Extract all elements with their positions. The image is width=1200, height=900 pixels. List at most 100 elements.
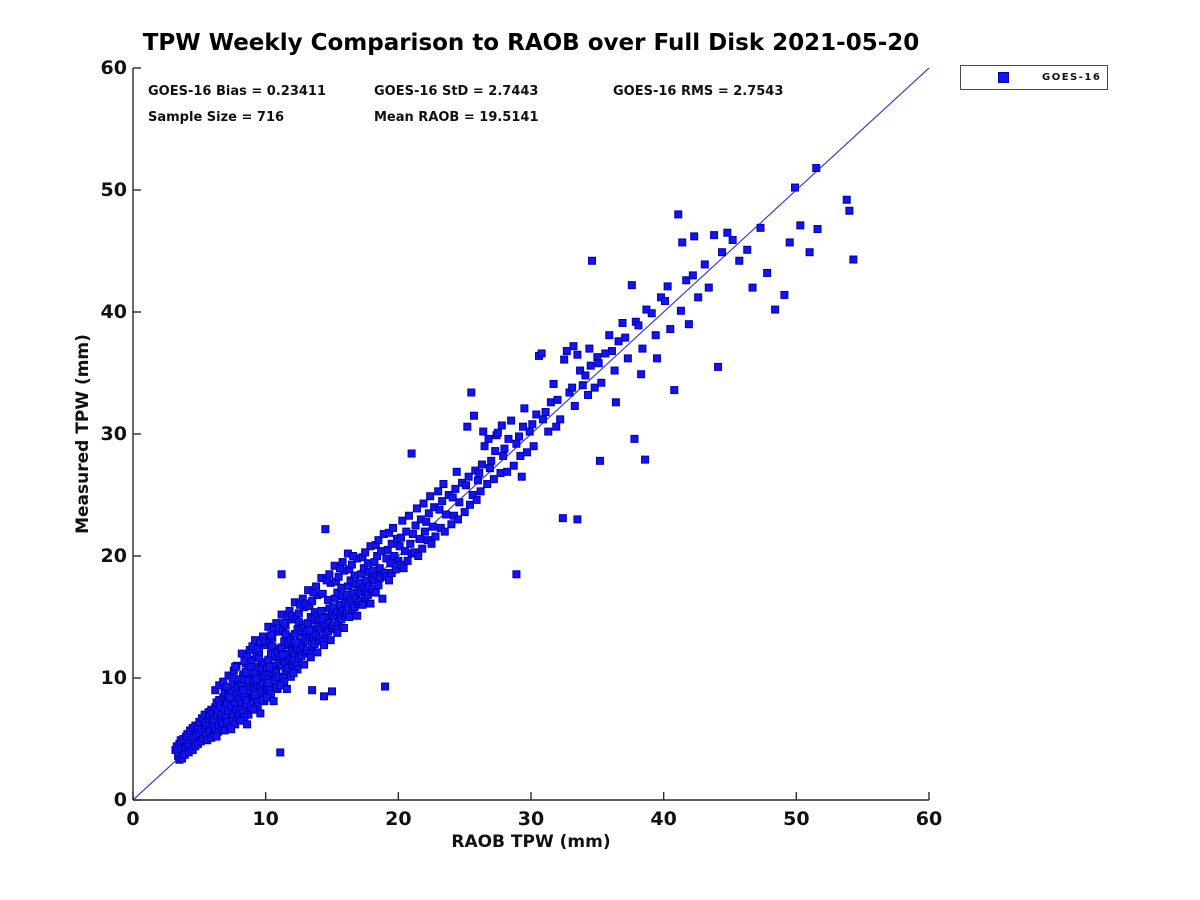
scatter-point: [472, 495, 481, 504]
scatter-point: [292, 638, 301, 647]
x-tick-label: 10: [252, 808, 279, 830]
scatter-point: [568, 383, 577, 392]
scatter-point: [553, 395, 562, 404]
scatter-point: [460, 508, 469, 517]
scatter-point: [473, 476, 482, 485]
scatter-point: [560, 355, 569, 364]
stat-rms: GOES-16 RMS = 2.7543: [613, 84, 784, 99]
scatter-point: [538, 415, 547, 424]
scatter-point: [585, 344, 594, 353]
scatter-point: [552, 422, 561, 431]
scatter-point: [268, 642, 277, 651]
scatter-point: [595, 456, 604, 465]
scatter-point: [278, 650, 287, 659]
scatter-point: [378, 594, 387, 603]
scatter-point: [345, 613, 354, 621]
scatter-point: [451, 484, 460, 493]
scatter-point: [519, 422, 528, 431]
scatter-point: [842, 195, 851, 204]
scatter-point: [212, 732, 221, 741]
scatter-point: [225, 693, 234, 702]
scatter-point: [714, 362, 723, 371]
scatter-point: [581, 371, 590, 380]
scatter-point: [653, 354, 662, 363]
scatter-point: [465, 500, 474, 509]
scatter-point: [277, 570, 286, 579]
scatter-point: [670, 386, 679, 395]
scatter-point: [467, 388, 476, 397]
scatter-point: [328, 687, 336, 696]
scatter-point: [300, 660, 309, 669]
scatter-point: [403, 556, 412, 565]
scatter-point: [236, 716, 245, 725]
scatter-point: [434, 487, 443, 496]
scatter-point: [493, 428, 502, 437]
scatter-point: [556, 415, 565, 424]
scatter-point: [627, 281, 636, 290]
x-tick-label: 20: [385, 808, 412, 830]
scatter-point: [306, 653, 315, 662]
scatter-point: [350, 571, 359, 580]
scatter-point: [785, 238, 794, 247]
scatter-point: [349, 552, 358, 560]
scatter-point: [387, 539, 396, 548]
scatter-point: [515, 432, 524, 441]
scatter-point: [321, 525, 330, 534]
stat-mean-raob: Mean RAOB = 19.5141: [374, 110, 539, 125]
scatter-point: [477, 460, 486, 469]
scatter-point: [424, 509, 433, 518]
scatter-point: [723, 228, 732, 237]
scatter-point: [503, 467, 512, 476]
scatter-point: [294, 617, 303, 626]
y-tick-label: 60: [100, 57, 127, 79]
scatter-point: [389, 523, 398, 532]
scatter-point: [791, 183, 800, 192]
scatter-point: [334, 572, 343, 581]
scatter-point: [578, 381, 587, 390]
scatter-point: [763, 268, 772, 277]
scatter-point: [541, 408, 550, 417]
scatter-point: [412, 504, 421, 513]
scatter-point: [395, 542, 404, 551]
scatter-point: [682, 276, 691, 285]
scatter-point: [375, 564, 384, 573]
scatter-point: [231, 663, 240, 672]
scatter-point: [419, 499, 428, 508]
scatter-point: [411, 521, 420, 530]
scatter-point: [227, 725, 236, 734]
scatter-point: [605, 331, 614, 340]
scatter-point: [647, 309, 656, 318]
scatter-point: [404, 511, 413, 520]
scatter-point: [407, 449, 416, 458]
stat-std: GOES-16 StD = 2.7443: [374, 84, 539, 99]
scatter-point: [452, 467, 461, 476]
scatter-point: [570, 401, 579, 410]
scatter-point: [718, 248, 727, 257]
scatter-point: [280, 619, 289, 628]
scatter-point: [597, 378, 606, 387]
scatter-point: [324, 595, 333, 604]
scatter-point: [252, 675, 261, 684]
scatter-point: [338, 558, 347, 567]
scatter-point: [743, 245, 752, 254]
scatter-point: [771, 305, 780, 314]
scatter-point: [396, 533, 405, 542]
legend-marker-icon: [998, 72, 1009, 83]
stat-bias: GOES-16 Bias = 0.23411: [148, 84, 327, 99]
scatter-point: [684, 320, 693, 329]
scatter-point: [573, 350, 582, 359]
scatter-point: [674, 210, 683, 219]
scatter-point: [294, 609, 303, 618]
scatter-point: [262, 693, 271, 702]
scatter-point: [320, 641, 329, 650]
scatter-point: [796, 221, 805, 230]
scatter-point: [756, 223, 765, 232]
scatter-point: [333, 628, 342, 637]
scatter-point: [320, 692, 329, 701]
scatter-point: [447, 520, 456, 529]
scatter-point: [641, 455, 650, 464]
scatter-point: [377, 547, 386, 556]
scatter-point: [223, 682, 232, 691]
y-tick-label: 0: [113, 789, 127, 811]
scatter-point: [312, 582, 321, 591]
